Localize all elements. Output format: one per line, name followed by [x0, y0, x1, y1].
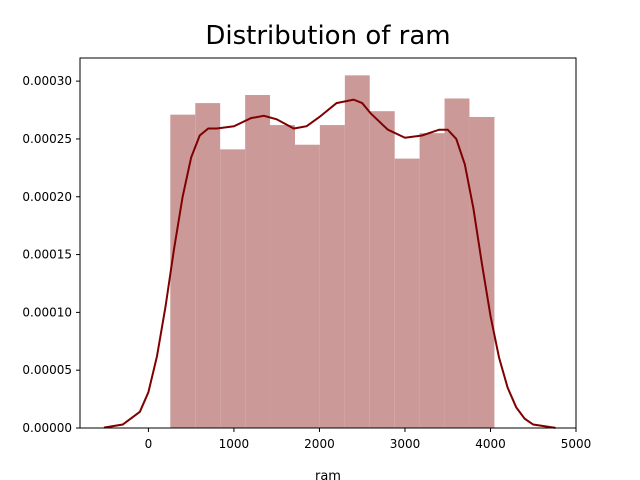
x-tick-label: 0 [145, 437, 153, 451]
histogram-bar-3 [245, 95, 271, 428]
y-axis: 0.00000 0.00005 0.00010 0.00015 0.00020 0.000… [22, 74, 80, 435]
x-axis: 0 1000 2000 3000 4000 5000 [145, 428, 592, 451]
histogram-bar-8 [369, 111, 395, 428]
chart-title: Distribution of ram [205, 21, 450, 51]
y-tick-label: 0.00015 [22, 248, 72, 262]
x-tick-label: 4000 [475, 437, 506, 451]
x-tick-label: 2000 [304, 437, 335, 451]
y-tick-label: 0.00020 [22, 190, 72, 204]
y-tick-label: 0.00005 [22, 363, 72, 377]
histogram-bar-12 [469, 116, 495, 428]
histogram-bar-9 [394, 158, 420, 428]
x-axis-label: ram [315, 469, 341, 480]
histogram-bars [170, 75, 495, 428]
histogram-bar-11 [444, 98, 470, 428]
histogram-bar-2 [220, 149, 246, 428]
x-tick-label: 3000 [390, 437, 421, 451]
histogram-bar-1 [195, 103, 221, 428]
kde-line [103, 98, 556, 429]
histogram-bar-6 [319, 125, 345, 428]
x-tick-label: 1000 [219, 437, 250, 451]
histogram-bar-7 [344, 75, 370, 428]
histogram-bar-4 [270, 125, 295, 428]
histogram-bar-10 [419, 133, 445, 428]
plot-frame [79, 57, 577, 429]
histogram-bar-5 [294, 144, 320, 428]
y-tick-label: 0.00010 [22, 305, 72, 319]
histogram-bar-0 [170, 114, 196, 428]
y-tick-label: 0.00030 [22, 74, 72, 88]
y-tick-label: 0.00000 [22, 421, 72, 435]
y-tick-label: 0.00025 [22, 132, 72, 146]
x-tick-label: 5000 [561, 437, 592, 451]
